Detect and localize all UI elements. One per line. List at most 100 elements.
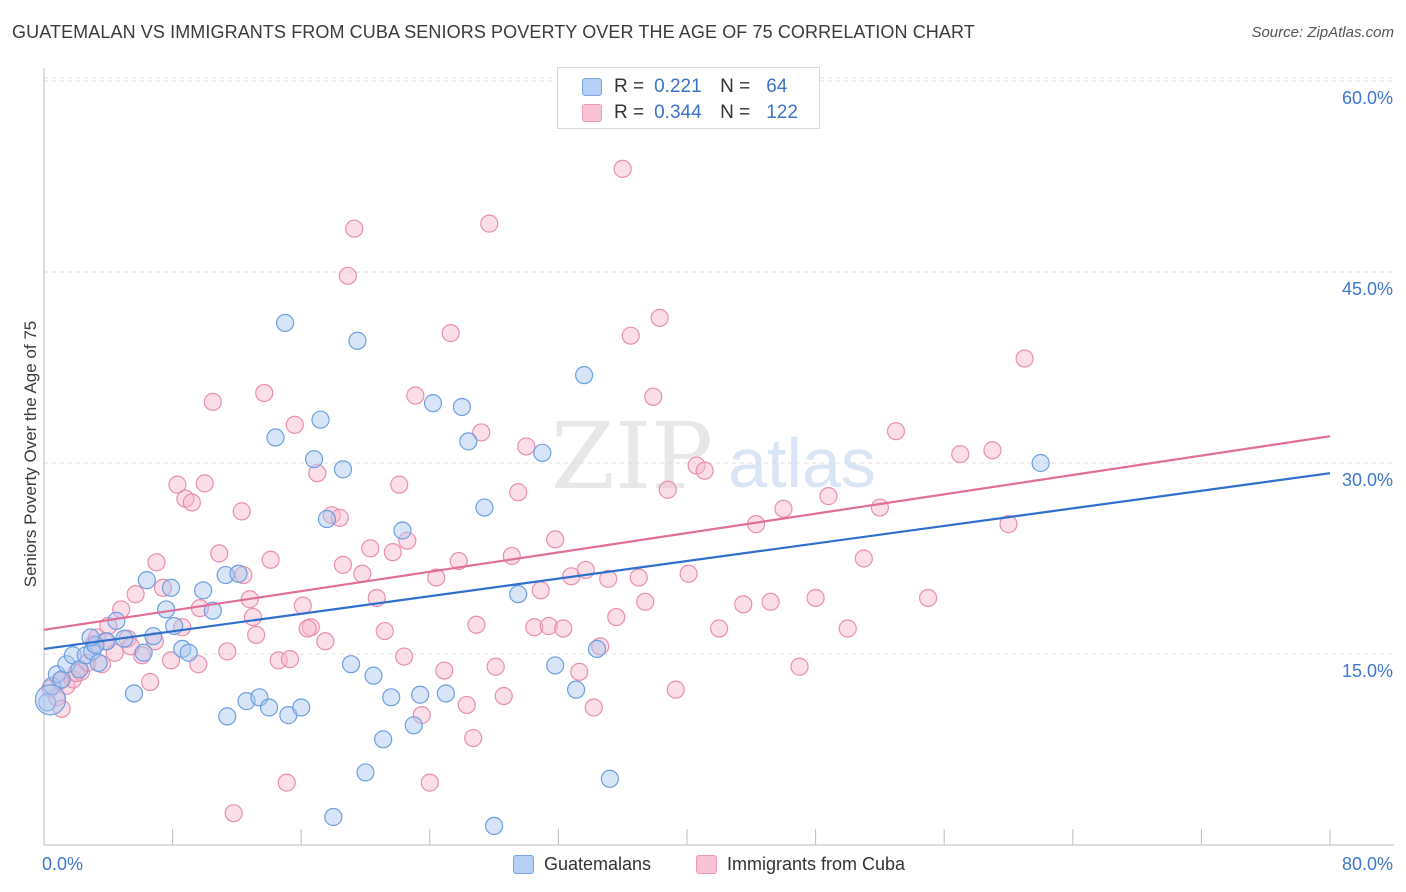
guatemalans-point-23	[229, 564, 248, 583]
cuba-point-61	[480, 214, 499, 233]
cuba-point-98	[838, 619, 857, 638]
cuba-point-13	[126, 585, 145, 604]
tick-labels: 15.0% 30.0% 45.0% 60.0% 0.0% 80.0%	[42, 88, 1393, 874]
cuba-point-76	[591, 637, 610, 656]
cuba-point-87	[679, 564, 698, 583]
cuba-point-25	[210, 544, 229, 563]
guatemalans-point-52	[533, 443, 552, 462]
guatemalans-point-36	[341, 655, 361, 674]
guatemalans-point-60	[161, 578, 181, 597]
cuba-point-45	[361, 539, 380, 558]
trend-lines	[43, 435, 1331, 650]
cuba-point-78	[607, 607, 626, 627]
source-label: Source: ZipAtlas.com	[1251, 24, 1394, 41]
legend-label-guatemalans: Guatemalans	[544, 853, 652, 874]
swatch-guatemalans	[582, 78, 602, 96]
guatemalans-point-34	[324, 807, 343, 827]
guatemalans-point-43	[404, 716, 423, 735]
guatemalans-point-9	[89, 653, 108, 673]
watermark-zip: ZIP	[551, 403, 713, 510]
cuba-point-43	[345, 219, 364, 238]
cuba-point-81	[629, 568, 648, 587]
cuba-point-28	[232, 502, 251, 521]
guatemalans-point-28	[276, 313, 295, 333]
guatemalans-point-63	[1031, 453, 1050, 473]
cuba-point-80	[621, 326, 640, 345]
cuba-point-47	[375, 621, 394, 641]
cuba-point-49	[390, 475, 409, 494]
guatemalans-point-35	[333, 460, 353, 479]
guatemalans-point-47	[452, 397, 472, 417]
guatemalans-point-56	[587, 639, 607, 659]
y-tick-label-3: 60.0%	[1342, 88, 1393, 108]
cuba-point-51	[406, 386, 425, 405]
y-tick-label-0: 15.0%	[1342, 661, 1393, 681]
cuba-point-16	[147, 553, 166, 572]
guatemalans-point-22	[216, 565, 235, 585]
cuba-point-39	[316, 632, 335, 651]
guatemalans-point-31	[304, 450, 324, 469]
cuba-point-27	[224, 804, 243, 823]
stats-legend: R = 0.221 N = 64 R = 0.344 N = 122	[557, 67, 820, 129]
y-tick-label-1: 30.0%	[1342, 470, 1393, 490]
cuba-point-96	[806, 588, 825, 608]
legend-label-cuba: Immigrants from Cuba	[727, 853, 906, 874]
cuba-point-54	[427, 568, 446, 587]
cuba-point-77	[599, 569, 618, 588]
cuba-point-100	[870, 498, 890, 517]
cuba-point-30	[247, 625, 266, 645]
cuba-point-106	[1015, 349, 1034, 368]
cuba-point-64	[502, 546, 521, 566]
cuba-point-71	[554, 619, 573, 638]
guatemalans-point-20	[194, 581, 213, 600]
cuba-point-83	[644, 387, 663, 406]
cuba-point-26	[218, 642, 237, 661]
guatemalans-point-37	[348, 331, 367, 350]
chart-title: GUATEMALAN VS IMMIGRANTS FROM CUBA SENIO…	[12, 22, 975, 42]
cuba-point-82	[636, 592, 655, 611]
guatemalans-point-44	[411, 685, 430, 704]
guatemalans-point-15	[144, 627, 163, 646]
legend-swatch-guatemalans	[513, 854, 534, 874]
cuba-point-65	[509, 483, 528, 502]
cuba-point-85	[658, 480, 677, 499]
cuba-point-73	[570, 662, 589, 681]
cuba-point-42	[338, 266, 357, 285]
cuba-point-95	[790, 657, 809, 676]
cuba-point-105	[999, 515, 1018, 534]
guatemalans-point-21	[203, 601, 222, 620]
guatemalans-point-1	[42, 676, 62, 695]
cuba-point-89	[695, 461, 714, 480]
stats-row-guatemalans: R = 0.221 N = 64	[582, 74, 787, 100]
n-value: 64	[766, 76, 788, 97]
trend-line-cuba	[43, 435, 1331, 631]
guatemalans-point-0	[38, 693, 57, 712]
cuba-point-18	[161, 651, 181, 670]
guatemalans-point-57	[600, 769, 619, 788]
swatch-cuba	[582, 104, 602, 122]
guatemalans-point-42	[393, 521, 412, 540]
points-guatemalans	[34, 313, 1050, 836]
cuba-point-35	[285, 415, 304, 434]
guatemalans-point-45	[423, 394, 443, 413]
cuba-point-104	[983, 441, 1002, 460]
cuba-point-112	[280, 649, 300, 669]
guatemalans-point-54	[566, 680, 586, 699]
cuba-point-119	[298, 619, 317, 638]
legend-item-cuba: Immigrants from Cuba	[696, 850, 905, 878]
cuba-point-62	[486, 657, 505, 676]
cuba-point-70	[546, 530, 565, 549]
guatemalans-point-41	[382, 688, 401, 707]
cuba-point-53	[420, 773, 439, 792]
cuba-point-114	[394, 647, 414, 666]
legend-item-guatemalans: Guatemalans	[513, 850, 651, 878]
cuba-point-103	[951, 444, 970, 464]
x-tick-label-max: 80.0%	[1342, 854, 1393, 874]
guatemalans-point-40	[374, 730, 393, 749]
guatemalans-point-51	[509, 585, 528, 604]
watermark: ZIP atlas	[551, 403, 876, 510]
r-label: R =	[614, 102, 645, 123]
points-immigrants-from-cuba	[41, 159, 1034, 823]
cuba-point-102	[919, 588, 938, 608]
